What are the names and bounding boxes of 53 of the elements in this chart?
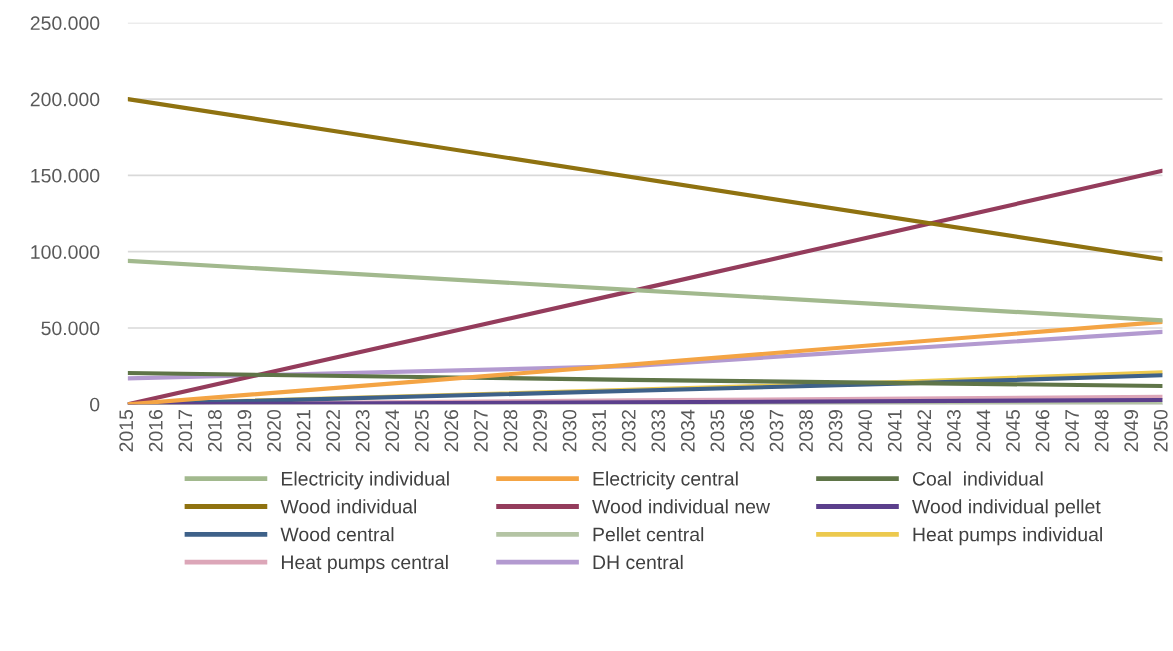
legend-label: Pellet central (593, 527, 704, 542)
x-tick-label: 2017 (178, 410, 193, 452)
x-tick-label: 2023 (355, 409, 370, 452)
x-tick-label: 2032 (621, 410, 636, 452)
legend-label: Electricity individual (281, 471, 449, 490)
x-tick-label: 2021 (296, 410, 311, 452)
x-tick-label: 2048 (1094, 409, 1109, 452)
x-tick-label: 2044 (976, 409, 991, 452)
y-tick-label: 100.000 (31, 245, 100, 259)
x-tick-label: 2033 (651, 409, 666, 452)
legend-label: Wood individual (280, 499, 417, 514)
legend-label: Heat pumps individual (913, 527, 1102, 546)
y-tick-label: 50.000 (41, 321, 100, 336)
x-tick-label: 2037 (769, 410, 784, 452)
y-tick-label: 0 (90, 397, 100, 412)
x-tick-label: 2024 (385, 409, 400, 452)
legend-label: Coal individual (912, 471, 1043, 486)
x-tick-label: 2020 (267, 409, 281, 452)
legend-label: Heat pumps central (281, 554, 448, 574)
legend-label: Wood central (280, 527, 394, 542)
y-tick-label: 200.000 (30, 92, 100, 107)
x-tick-label: 2036 (740, 409, 754, 452)
x-tick-label: 2035 (710, 409, 725, 452)
x-tick-label: 2046 (1035, 409, 1050, 452)
x-tick-label: 2018 (207, 409, 222, 452)
x-tick-label: 2019 (237, 410, 252, 452)
y-tick-label: 250.000 (30, 16, 100, 31)
x-tick-label: 2029 (533, 410, 547, 452)
x-tick-label: 2022 (326, 410, 340, 452)
x-tick-label: 2043 (946, 409, 961, 452)
x-tick-label: 2050 (1153, 409, 1168, 452)
x-tick-label: 2027 (474, 410, 488, 452)
x-tick-label: 2034 (680, 409, 695, 452)
x-tick-label: 2042 (917, 410, 932, 452)
x-tick-label: 2039 (828, 410, 843, 452)
x-tick-label: 2041 (887, 410, 902, 452)
x-tick-label: 2049 (1124, 410, 1139, 452)
x-tick-label: 2028 (503, 409, 518, 452)
x-tick-label: 2015 (119, 409, 134, 452)
x-tick-label: 2031 (592, 410, 607, 452)
x-tick-label: 2026 (444, 409, 459, 452)
legend-label: Electricity central (593, 471, 738, 490)
x-tick-label: 2016 (148, 409, 163, 452)
y-tick-label: 150.000 (31, 168, 100, 183)
x-tick-label: 2047 (1065, 410, 1079, 452)
legend-label: DH central (593, 554, 683, 570)
x-tick-label: 2040 (858, 409, 873, 452)
x-tick-label: 2045 (1006, 409, 1020, 452)
x-tick-label: 2030 (562, 409, 577, 452)
x-tick-label: 2038 (799, 409, 813, 452)
legend-label: Wood individual new (592, 499, 771, 514)
legend-label: Wood individual pellet (912, 499, 1101, 518)
x-tick-label: 2025 (414, 409, 429, 452)
